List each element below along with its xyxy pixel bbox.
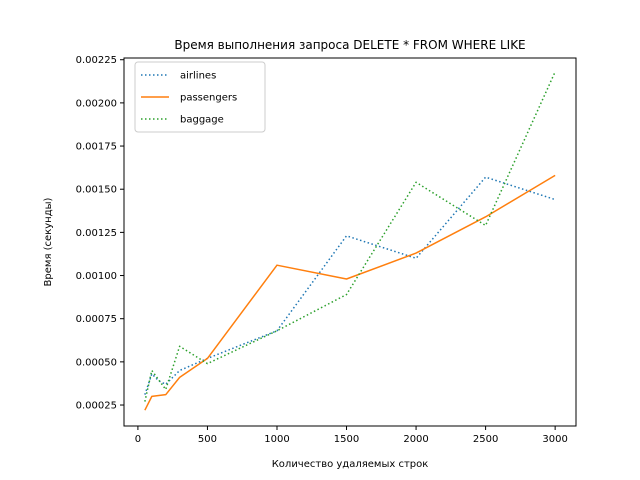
x-axis-label: Количество удаляемых строк — [272, 459, 429, 470]
x-tick-label: 2500 — [473, 434, 498, 445]
x-tick-label: 1000 — [264, 434, 289, 445]
legend-label-airlines: airlines — [180, 71, 216, 82]
y-tick-label: 0.00200 — [76, 98, 117, 109]
x-tick-label: 2000 — [403, 434, 428, 445]
legend-label-baggage: baggage — [180, 115, 224, 126]
y-axis-label: Время (секунды) — [43, 197, 54, 286]
x-axis: 0 500 1000 1500 2000 2500 3000 — [135, 426, 568, 445]
axes-frame — [123, 57, 577, 427]
x-tick-label: 1500 — [334, 434, 359, 445]
y-tick-label: 0.00125 — [76, 228, 117, 239]
plot-area — [144, 71, 556, 411]
legend-label-passengers: passengers — [180, 93, 237, 104]
series-layer — [144, 71, 556, 411]
chart-title: Время выполнения запроса DELETE * FROM W… — [174, 38, 525, 52]
y-tick-label: 0.00075 — [76, 314, 117, 325]
x-tick-label: 0 — [135, 434, 141, 445]
y-tick-label: 0.00175 — [76, 142, 117, 153]
legend: airlines passengers baggage — [134, 61, 266, 133]
y-axis: 0.00025 0.00050 0.00075 0.00100 0.00125 0.001… — [76, 55, 124, 412]
y-tick-label: 0.00225 — [76, 55, 117, 66]
y-tick-label: 0.00150 — [76, 185, 117, 196]
y-tick-label: 0.00025 — [76, 401, 117, 412]
series-line-airlines — [144, 176, 556, 395]
x-tick-label: 500 — [198, 434, 217, 445]
series-line-passengers — [144, 174, 556, 411]
y-tick-label: 0.00050 — [76, 357, 117, 368]
legend-entries: airlines passengers baggage — [141, 71, 237, 126]
legend-box — [134, 61, 266, 133]
x-tick-label: 3000 — [542, 434, 567, 445]
y-tick-label: 0.00100 — [76, 271, 117, 282]
